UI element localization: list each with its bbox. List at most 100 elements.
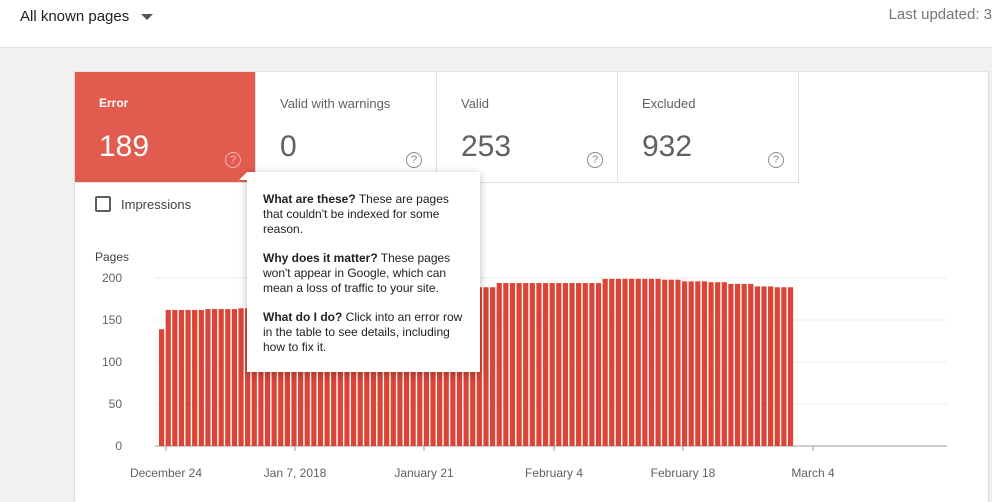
bar (536, 283, 542, 446)
bar (549, 283, 555, 446)
error-bar-chart: 0 50 100 150 200 December 24 Jan 7, 2018 Januar… (102, 271, 947, 480)
bar (331, 298, 337, 446)
bar (496, 283, 502, 446)
bar (245, 308, 251, 446)
bar (218, 309, 224, 446)
x-tick-label: February 4 (525, 466, 583, 480)
impressions-label: Impressions (121, 196, 192, 212)
bar (615, 278, 621, 446)
help-icon[interactable]: ? (768, 152, 784, 168)
bar (675, 279, 681, 446)
bar (569, 283, 575, 446)
bar (198, 309, 204, 446)
stat-label: Valid (461, 96, 489, 111)
stat-value: 0 (280, 130, 297, 163)
bar (523, 283, 529, 446)
bar (602, 278, 608, 446)
stat-tile-valid-with-warnings[interactable]: Valid with warnings 0 ? (256, 72, 437, 183)
stat-label: Excluded (642, 96, 696, 111)
y-tick-label: 50 (109, 397, 123, 411)
x-tick-label: March 4 (791, 466, 835, 480)
bar (483, 287, 489, 446)
bar (231, 309, 238, 446)
x-tick-label: January 21 (394, 466, 454, 480)
stat-tile-excluded[interactable]: Excluded 932 ? (618, 72, 799, 183)
tooltip-paragraph-what: What are these? These are pages that cou… (263, 192, 449, 236)
x-tick-label: December 24 (130, 466, 202, 480)
bar (688, 281, 694, 446)
tooltip-paragraph-how: What do I do? Click into an error row in… (263, 310, 463, 354)
bar (589, 283, 595, 446)
bar (278, 306, 284, 446)
bar (556, 283, 562, 446)
bar (304, 304, 310, 446)
help-tooltip: What are these? These are pages that cou… (239, 172, 480, 372)
y-tick-label: 200 (102, 271, 122, 285)
stat-value: 932 (642, 130, 693, 163)
last-updated-text: Last updated: 3 (888, 6, 992, 23)
bar (695, 281, 701, 446)
bar (542, 283, 549, 446)
top-bar: All known pages Last updated: 3 (0, 0, 992, 48)
bar (721, 282, 727, 446)
bar (225, 309, 231, 446)
bar (251, 308, 257, 446)
bar (192, 309, 198, 446)
stat-tile-valid[interactable]: Valid 253 ? (437, 72, 618, 183)
page-filter-dropdown[interactable]: All known pages (20, 5, 154, 27)
bar (271, 307, 277, 446)
bar (185, 309, 191, 446)
bar (708, 282, 714, 446)
page-filter-label: All known pages (20, 7, 130, 25)
bar (264, 307, 271, 446)
bar (629, 278, 635, 446)
bar (172, 309, 178, 446)
bar (165, 309, 171, 446)
bar (609, 278, 615, 446)
stat-tile-error[interactable]: Error 189 ? (75, 72, 256, 183)
chevron-down-icon (141, 14, 154, 20)
bar (635, 278, 641, 446)
bar (211, 309, 218, 446)
bar (258, 308, 264, 446)
coverage-card: Error 189 ? Valid with warnings 0 ? Vali… (75, 72, 988, 502)
tooltip-paragraph-why: Why does it matter? These pages won't ap… (263, 251, 451, 295)
bar (748, 283, 754, 446)
bar (516, 283, 522, 446)
bar (715, 282, 721, 446)
impressions-checkbox[interactable] (95, 196, 111, 212)
bar (668, 279, 674, 446)
bar (311, 303, 317, 446)
x-tick-label: February 18 (651, 466, 716, 480)
bar (562, 283, 569, 446)
bar (324, 299, 330, 446)
stat-value: 189 (99, 130, 150, 163)
stat-label: Error (99, 96, 129, 110)
bar (774, 287, 780, 446)
bar (317, 301, 324, 446)
bar (768, 286, 774, 446)
bar (741, 283, 747, 446)
bar (642, 278, 648, 446)
bar (701, 281, 708, 446)
help-icon[interactable]: ? (587, 152, 603, 168)
help-icon[interactable]: ? (225, 152, 241, 168)
bar (576, 283, 582, 446)
help-icon[interactable]: ? (406, 152, 422, 168)
impressions-toggle[interactable]: Impressions (95, 196, 191, 212)
bar (648, 278, 655, 446)
bar (781, 287, 787, 446)
bar (509, 283, 516, 446)
x-tick-label: Jan 7, 2018 (264, 466, 327, 480)
bar (490, 287, 496, 446)
bar (787, 287, 794, 446)
bar (734, 283, 741, 446)
bar (159, 329, 165, 446)
bar (622, 278, 628, 446)
y-tick-label: 150 (102, 313, 122, 327)
bar (761, 286, 767, 446)
stat-value: 253 (461, 130, 512, 163)
bar (582, 283, 588, 446)
bar (284, 306, 290, 446)
stat-label: Valid with warnings (280, 96, 391, 111)
